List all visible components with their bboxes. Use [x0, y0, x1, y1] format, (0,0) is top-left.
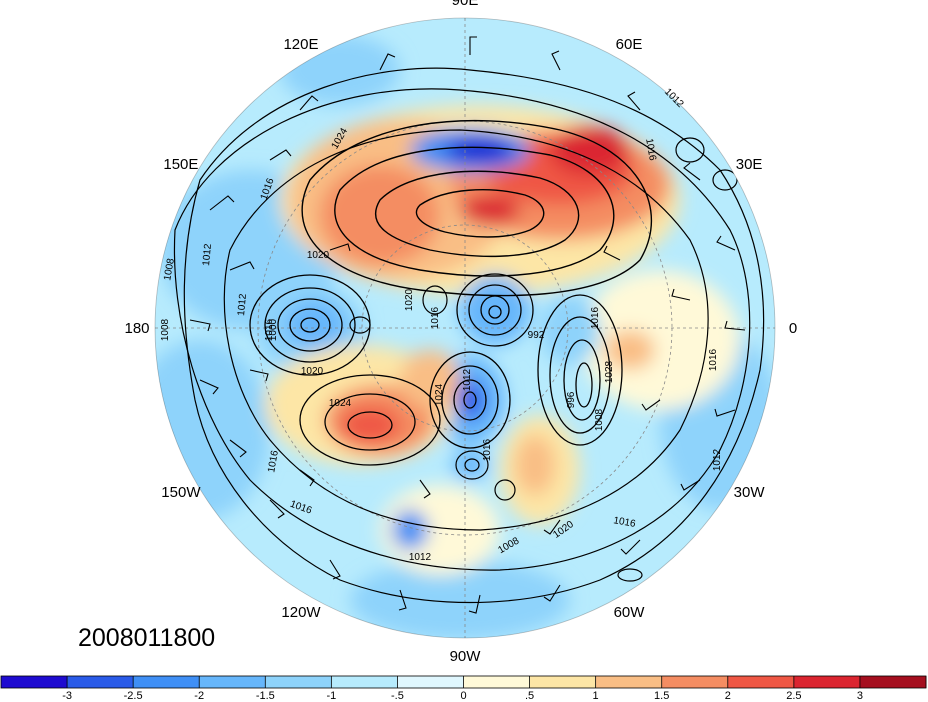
colorbar-swatch [331, 676, 398, 688]
anomaly-blob [392, 510, 428, 550]
longitude-label: 150E [163, 156, 198, 173]
colorbar-swatch [530, 676, 597, 688]
colorbar-swatch [728, 676, 795, 688]
contour-label: 1020 [301, 366, 324, 377]
colorbar-tick-label: 1.5 [654, 690, 669, 702]
contour-label: 1016 [430, 306, 441, 329]
contour-label: 1024 [329, 398, 352, 409]
colorbar-swatch [133, 676, 200, 688]
contour-label: 1020 [307, 250, 330, 261]
colorbar-swatch [1, 676, 68, 688]
longitude-label: 120W [281, 604, 321, 621]
polar-map-figure: 1012101610241016100810121012101610201008… [0, 0, 928, 702]
contour-label: 992 [528, 330, 545, 341]
longitude-label: 90W [450, 648, 482, 665]
colorbar-tick-label: -3 [62, 690, 72, 702]
colorbar-swatch [860, 676, 927, 688]
colorbar-swatch [397, 676, 464, 688]
contour-label: 1016 [482, 438, 493, 461]
anomaly-blob [550, 125, 630, 175]
map-disk: 1012 1016 1024 1016 1008 1012 1012 1016 1020 1008… [130, 18, 780, 640]
contour-label: 1012 [712, 448, 723, 471]
colorbar-swatch [662, 676, 729, 688]
longitude-label: 0 [789, 320, 797, 337]
contour-label: 1012 [236, 293, 249, 317]
contour-label: 1012 [409, 552, 432, 563]
contour-label: 1008 [160, 318, 171, 341]
longitude-label: 30W [734, 484, 766, 501]
longitude-label: 30E [736, 156, 763, 173]
longitude-label: 120E [283, 36, 318, 53]
contour-label: 996 [566, 391, 577, 408]
longitude-label: 150W [161, 484, 201, 501]
colorbar-tick-label: -1.5 [256, 690, 275, 702]
longitude-label: 60E [616, 36, 643, 53]
colorbar-tick-label: -2.5 [124, 690, 143, 702]
contour-label: 1016 [590, 306, 601, 329]
colorbar-tick-label: .5 [525, 690, 534, 702]
colorbar-tick-label: 3 [857, 690, 863, 702]
contour-label: 1008 [594, 408, 605, 431]
longitude-label: 60W [614, 604, 646, 621]
longitude-label: 180 [124, 320, 149, 337]
colorbar: -3 -2.5 -2 -1.5 -1 -.5 0 .5 1 1.5 2 2.5 3 [1, 676, 927, 702]
date-label: 2008011800 [78, 624, 215, 652]
contour-label: 1012 [462, 368, 473, 391]
anomaly-blob [445, 138, 515, 162]
colorbar-swatch [265, 676, 332, 688]
colorbar-swatch [464, 676, 531, 688]
colorbar-tick-label: -2 [194, 690, 204, 702]
contour-label: 1020 [404, 288, 415, 311]
colorbar-swatch [199, 676, 266, 688]
colorbar-swatch [596, 676, 663, 688]
anomaly-blob [515, 435, 555, 495]
colorbar-swatch [794, 676, 861, 688]
colorbar-tick-label: -.5 [391, 690, 404, 702]
contour-label: 1012 [201, 243, 214, 267]
contour-label: 1028 [604, 360, 615, 383]
contour-label: 1024 [434, 383, 445, 406]
contour-label: 1016 [708, 348, 719, 371]
colorbar-tick-label: -1 [327, 690, 337, 702]
anomaly-blob [320, 165, 440, 265]
colorbar-tick-label: 0 [460, 690, 466, 702]
colorbar-tick-label: 2.5 [786, 690, 801, 702]
colorbar-tick-label: 1 [593, 690, 599, 702]
anomaly-blob [460, 195, 520, 225]
colorbar-swatch [67, 676, 134, 688]
anomaly-blob [285, 300, 345, 350]
colorbar-tick-label: 2 [725, 690, 731, 702]
contour-label: 1000 [268, 318, 279, 341]
longitude-label: 90E [452, 0, 479, 9]
